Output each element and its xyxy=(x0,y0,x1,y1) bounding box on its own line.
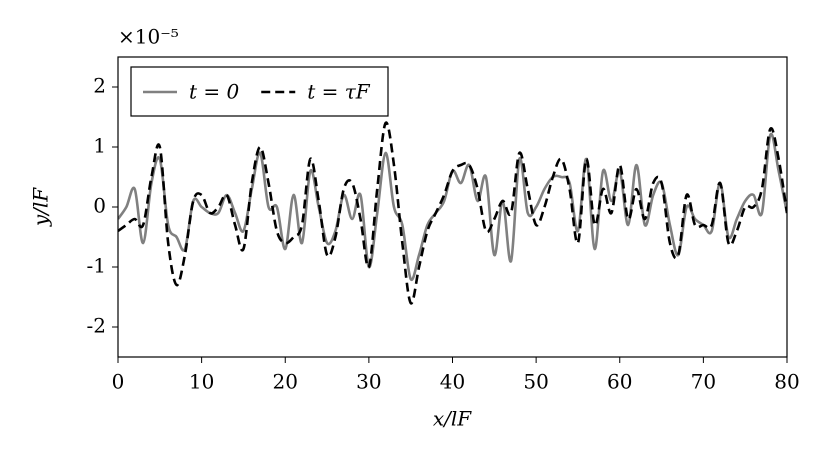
offset-text: ×10⁻⁵ xyxy=(118,25,179,49)
x-tick-label: 0 xyxy=(112,370,125,394)
x-tick-label: 80 xyxy=(774,370,799,394)
plot-frame xyxy=(117,56,788,358)
line-series xyxy=(118,121,787,305)
x-axis-label: x/lF xyxy=(433,407,472,431)
y-tick-label: 2 xyxy=(93,74,106,98)
y-tick-label: -2 xyxy=(87,314,106,338)
y-tick-label: 0 xyxy=(93,194,106,218)
x-tick-label: 40 xyxy=(440,370,465,394)
x-tick-label: 50 xyxy=(523,370,548,394)
legend-label: t = 0 xyxy=(189,80,240,104)
y-axis-label: y/lF xyxy=(29,187,53,227)
x-tick-label: 70 xyxy=(691,370,716,394)
y-tick-label: 1 xyxy=(93,134,106,158)
legend-label: t = τF xyxy=(307,80,371,104)
line-series xyxy=(118,132,787,282)
y-tick-label: -1 xyxy=(87,254,106,278)
x-tick-label: 30 xyxy=(356,370,381,394)
x-tick-label: 10 xyxy=(189,370,214,394)
x-tick-label: 20 xyxy=(273,370,298,394)
x-tick-label: 60 xyxy=(607,370,632,394)
